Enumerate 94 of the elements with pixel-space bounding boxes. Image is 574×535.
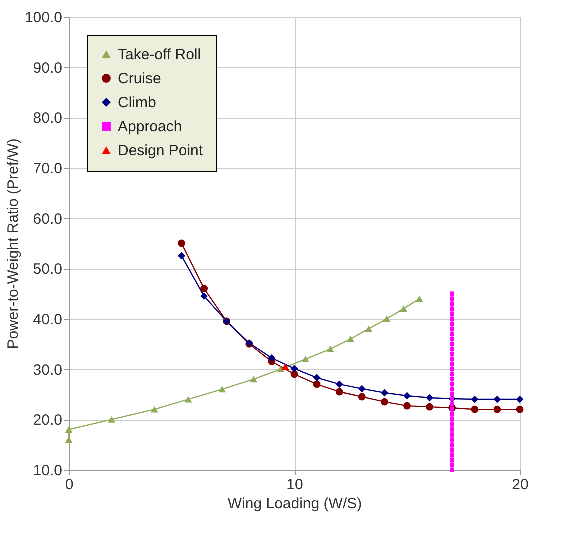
point [450,352,454,356]
point [450,402,454,407]
point [358,393,366,401]
point [358,385,366,393]
point [65,426,73,433]
point [150,406,158,413]
y-tick-label: 20.0 [33,412,62,430]
point [450,452,454,458]
point [426,394,434,402]
point [336,388,344,396]
y-tick-label: 60.0 [33,210,62,228]
point [250,376,258,383]
point [380,389,388,397]
point [471,406,479,414]
y-axis-title: Power-to-Weight Ratio (Pref/W) [4,138,22,350]
point [450,418,454,422]
point [450,306,454,312]
point [108,416,116,423]
point [365,326,373,332]
point [450,468,454,472]
point [450,458,454,462]
y-tick-label: 30.0 [33,362,62,379]
y-tick-label: 40.0 [33,312,62,328]
point [416,296,424,302]
x-tick-label: 10 [286,476,304,494]
point [65,436,73,444]
point [494,406,502,414]
y-tick-label: 100.0 [24,10,62,26]
point [184,396,192,403]
point [450,367,454,372]
point [450,442,454,447]
point [450,407,454,412]
point [302,356,310,362]
point [282,364,290,370]
point [383,316,391,322]
x-axis-title: Wing Loading (W/S) [228,496,362,512]
y-tick-label: 90.0 [33,60,62,77]
point [404,402,411,410]
point [450,322,454,326]
legend-label: Approach [118,118,182,136]
point [450,412,454,417]
point [218,386,226,393]
legend-label: Design Point [118,142,204,160]
point [277,366,285,373]
point [380,398,388,406]
point [450,372,454,376]
x-tick-label: 0 [65,476,74,494]
point [200,292,208,300]
point [471,396,479,404]
point [516,406,524,414]
point [336,380,344,388]
point [313,380,321,388]
legend-label: Climb [118,94,156,112]
point [494,396,502,404]
point [326,346,334,352]
point [450,296,454,301]
y-tick-label: 50.0 [33,261,62,278]
point [400,306,408,312]
point [178,252,186,260]
y-tick-label: 80.0 [33,110,62,128]
point [450,312,454,316]
point [450,302,454,306]
x-tick-label: 20 [512,476,529,494]
point [450,432,454,437]
point [450,292,454,296]
point [450,448,454,452]
point [313,374,321,382]
legend-label: Take-off Roll [118,46,202,64]
point [450,462,454,468]
point [450,316,454,322]
point [450,392,454,397]
point [516,396,524,404]
point [347,336,355,342]
point [200,285,208,292]
point [450,362,454,366]
point [268,354,276,362]
y-tick-label: 70.0 [33,160,62,178]
point [450,332,454,336]
point [290,365,298,373]
point [450,428,454,432]
point [178,240,186,248]
point [450,342,454,346]
point [450,387,454,392]
legend-label: Cruise [118,70,162,88]
point [450,347,454,352]
point [426,403,434,411]
point [450,382,454,387]
point [450,422,454,427]
point [450,337,454,342]
point [450,438,454,442]
point [450,326,454,332]
point [450,377,454,382]
point [450,357,454,362]
y-tick-label: 10.0 [33,462,62,480]
